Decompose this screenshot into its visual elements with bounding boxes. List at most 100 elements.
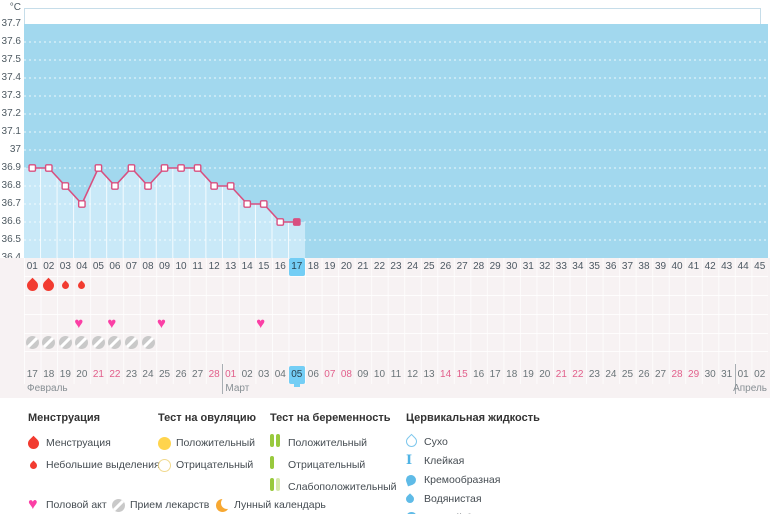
calendar-date-cell[interactable]: 27 <box>192 369 204 380</box>
cycle-day-cell[interactable]: 18 <box>307 261 319 272</box>
calendar-date-cell[interactable]: 10 <box>373 369 386 380</box>
intercourse-heart-icon: ♥ <box>256 315 266 332</box>
cycle-day-cell[interactable]: 14 <box>241 261 253 272</box>
bars-green-pale-icon <box>270 478 282 496</box>
calendar-date-cell[interactable]: 07 <box>324 369 336 380</box>
calendar-date-cell[interactable]: 26 <box>175 369 187 380</box>
cycle-day-cell[interactable]: 32 <box>539 261 551 272</box>
calendar-date-cell[interactable]: 12 <box>406 369 419 380</box>
calendar-date-cell[interactable]: 17 <box>26 369 38 380</box>
cycle-day-cell[interactable]: 45 <box>754 261 766 272</box>
calendar-date-cell[interactable]: 21 <box>92 369 104 380</box>
cycle-day-cell[interactable]: 04 <box>76 261 88 272</box>
calendar-date-cell[interactable]: 18 <box>506 369 518 380</box>
calendar-date-cell[interactable]: 29 <box>688 369 700 380</box>
cycle-day-cell[interactable]: 03 <box>59 261 71 272</box>
cycle-day-cell[interactable]: 31 <box>522 261 534 272</box>
calendar-date-cell[interactable]: 02 <box>754 369 766 380</box>
cycle-day-cell[interactable]: 44 <box>737 261 749 272</box>
calendar-date-cell[interactable]: 01 <box>737 369 749 380</box>
cycle-day-cell[interactable]: 42 <box>704 261 716 272</box>
cycle-day-cell[interactable]: 21 <box>357 261 369 272</box>
cycle-day-cell[interactable]: 27 <box>456 261 468 272</box>
calendar-date-cell[interactable]: 23 <box>125 369 138 380</box>
calendar-date-cell[interactable]: 24 <box>605 369 617 380</box>
cycle-day-cell[interactable]: 41 <box>688 261 700 272</box>
cycle-day-cell[interactable]: 15 <box>258 261 270 272</box>
y-axis-tick-label: 37.5 <box>1 54 21 65</box>
cycle-day-cell[interactable]: 19 <box>324 261 336 272</box>
cycle-day-cell[interactable]: 11 <box>192 261 203 272</box>
cycle-day-cell[interactable]: 22 <box>373 261 386 272</box>
cycle-day-cell[interactable]: 20 <box>340 261 352 272</box>
calendar-date-cell[interactable]: 20 <box>539 369 551 380</box>
calendar-date-cell[interactable]: 31 <box>721 369 733 380</box>
cycle-day-cell[interactable]: 34 <box>572 261 584 272</box>
calendar-date-cell[interactable]: 03 <box>258 369 270 380</box>
cycle-day-cell[interactable]: 26 <box>440 261 452 272</box>
calendar-date-cell[interactable]: 25 <box>621 369 634 380</box>
cycle-day-cell[interactable]: 24 <box>406 261 419 272</box>
calendar-date-cell[interactable]: 22 <box>109 369 121 380</box>
calendar-date-cell[interactable]: 24 <box>142 369 154 380</box>
cycle-day-cell-current[interactable]: 17 <box>288 258 306 276</box>
cycle-day-cell[interactable]: 23 <box>390 261 402 272</box>
cycle-day-cell[interactable]: 13 <box>225 261 237 272</box>
calendar-date-cell[interactable]: 16 <box>473 369 485 380</box>
cycle-day-cell[interactable]: 35 <box>588 261 600 272</box>
cycle-day-cell[interactable]: 07 <box>125 261 138 272</box>
calendar-date-cell[interactable]: 13 <box>423 369 435 380</box>
cycle-day-cell[interactable]: 36 <box>605 261 617 272</box>
calendar-date-cell[interactable]: 23 <box>588 369 600 380</box>
medication-pill-icon <box>141 336 155 349</box>
calendar-date-cell[interactable]: 19 <box>59 369 71 380</box>
cycle-day-cell[interactable]: 08 <box>142 261 154 272</box>
calendar-date-cell[interactable]: 15 <box>456 369 468 380</box>
legend-item: Водянистая <box>404 489 540 508</box>
calendar-date-cell[interactable]: 22 <box>572 369 584 380</box>
cycle-day-cell[interactable]: 39 <box>654 261 667 272</box>
cycle-day-cell[interactable]: 06 <box>109 261 121 272</box>
cycle-day-cell[interactable]: 09 <box>158 261 171 272</box>
cycle-day-cell[interactable]: 33 <box>555 261 567 272</box>
calendar-date-cell[interactable]: 25 <box>158 369 171 380</box>
calendar-date-cell[interactable]: 21 <box>555 369 567 380</box>
legend-item: Небольшие выделения <box>28 454 160 476</box>
cycle-day-cell[interactable]: 10 <box>175 261 187 272</box>
calendar-date-cell[interactable]: 20 <box>76 369 88 380</box>
calendar-date-cell[interactable]: 04 <box>274 369 286 380</box>
cycle-day-cell[interactable]: 16 <box>274 261 286 272</box>
calendar-date-cell[interactable]: 02 <box>241 369 253 380</box>
calendar-date-cell[interactable]: 19 <box>522 369 534 380</box>
calendar-date-cell[interactable]: 01 <box>225 369 237 380</box>
cycle-day-cell[interactable]: 40 <box>671 261 683 272</box>
row-separator <box>24 314 768 315</box>
calendar-date-cell-current[interactable]: 05 <box>288 366 306 387</box>
calendar-date-cell[interactable]: 18 <box>43 369 55 380</box>
calendar-date-cell[interactable]: 27 <box>654 369 667 380</box>
cycle-day-cell[interactable]: 30 <box>506 261 518 272</box>
calendar-date-cell[interactable]: 06 <box>307 369 319 380</box>
cycle-day-cell[interactable]: 12 <box>208 261 220 272</box>
cycle-day-cell[interactable]: 28 <box>473 261 485 272</box>
month-label: Март <box>225 383 250 394</box>
cycle-day-cell[interactable]: 05 <box>92 261 104 272</box>
calendar-date-cell[interactable]: 17 <box>489 369 501 380</box>
cycle-day-cell[interactable]: 02 <box>43 261 55 272</box>
legend-item: Положительный <box>270 432 397 454</box>
cycle-day-cell[interactable]: 37 <box>621 261 634 272</box>
calendar-date-cell[interactable]: 08 <box>340 369 352 380</box>
calendar-date-cell[interactable]: 14 <box>440 369 452 380</box>
cycle-day-cell[interactable]: 38 <box>638 261 650 272</box>
calendar-date-cell[interactable]: 11 <box>390 369 402 380</box>
cycle-day-cell[interactable]: 01 <box>26 261 38 272</box>
cycle-day-cell[interactable]: 29 <box>489 261 501 272</box>
calendar-date-cell[interactable]: 30 <box>704 369 716 380</box>
calendar-date-cell[interactable]: 09 <box>357 369 369 380</box>
calendar-date-cell[interactable]: 26 <box>638 369 650 380</box>
cycle-day-cell[interactable]: 25 <box>423 261 435 272</box>
calendar-date-cell[interactable]: 28 <box>208 369 220 380</box>
legend-item-label: Положительный <box>176 437 256 449</box>
calendar-date-cell[interactable]: 28 <box>671 369 683 380</box>
cycle-day-cell[interactable]: 43 <box>721 261 733 272</box>
